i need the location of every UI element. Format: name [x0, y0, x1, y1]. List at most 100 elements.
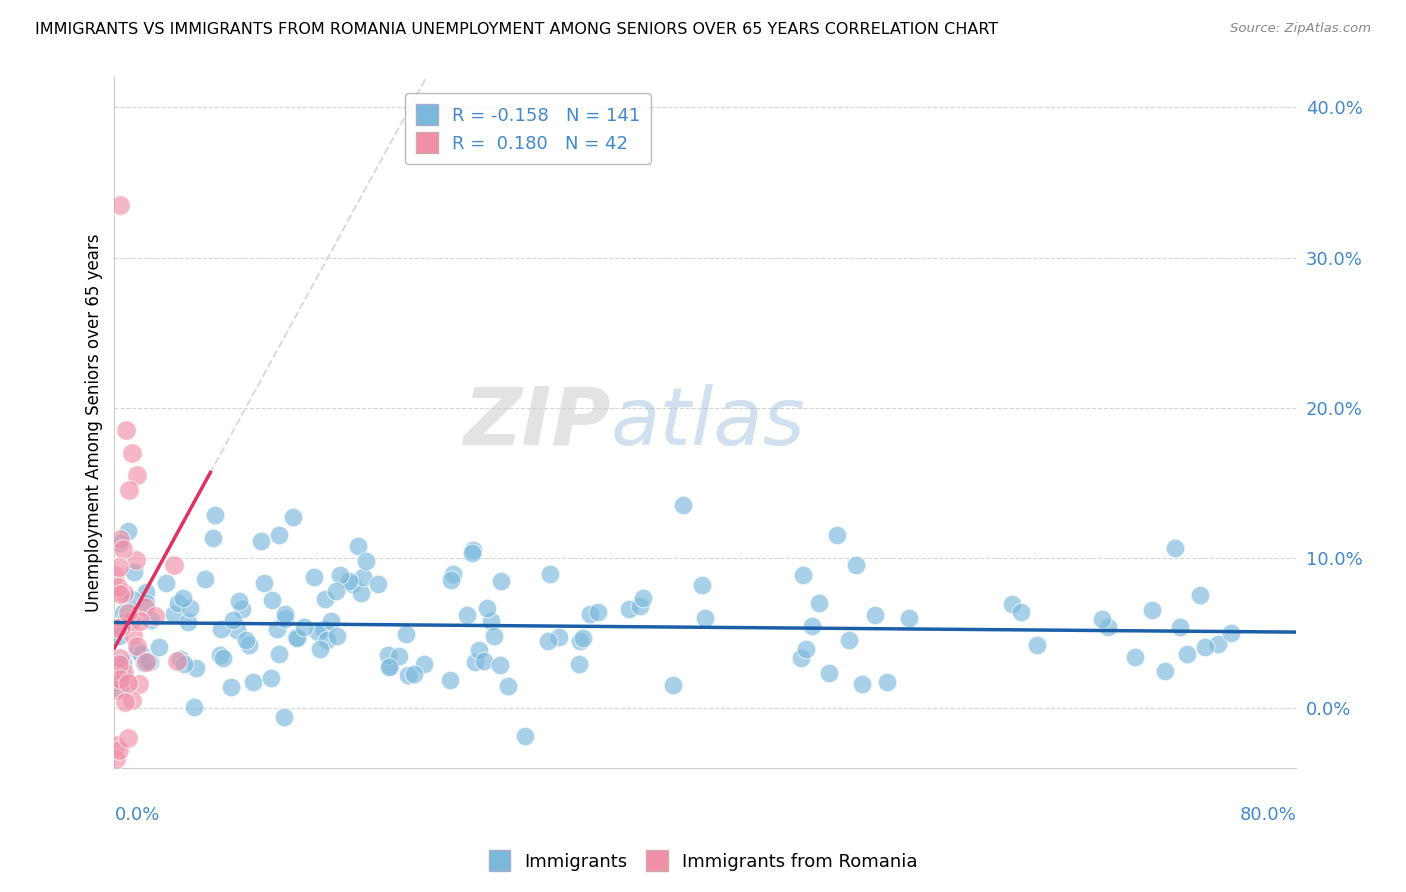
Point	[155, 576, 177, 591]
Point	[472, 654, 495, 668]
Text: IMMIGRANTS VS IMMIGRANTS FROM ROMANIA UNEMPLOYMENT AMONG SENIORS OVER 65 YEARS C: IMMIGRANTS VS IMMIGRANTS FROM ROMANIA UN…	[35, 22, 998, 37]
Point	[117, 606, 139, 620]
Point	[413, 657, 436, 671]
Point	[104, 752, 127, 766]
Point	[863, 607, 886, 622]
Point	[228, 593, 250, 607]
Point	[108, 657, 131, 671]
Point	[1001, 597, 1024, 611]
Point	[548, 630, 571, 644]
Point	[475, 601, 498, 615]
Point	[538, 566, 561, 581]
Point	[817, 666, 839, 681]
Point	[110, 532, 132, 546]
Point	[179, 601, 201, 615]
Point	[876, 674, 898, 689]
Point	[269, 647, 291, 661]
Point	[110, 791, 132, 805]
Point	[1188, 588, 1211, 602]
Point	[460, 546, 482, 560]
Point	[114, 615, 136, 629]
Text: Source: ZipAtlas.com: Source: ZipAtlas.com	[1230, 22, 1371, 36]
Point	[388, 649, 411, 664]
Point	[340, 576, 363, 591]
Point	[395, 627, 418, 641]
Point	[792, 568, 814, 582]
Point	[107, 560, 129, 574]
Point	[112, 665, 135, 680]
Point	[1163, 541, 1185, 555]
Point	[104, 683, 127, 698]
Point	[105, 621, 128, 635]
Point	[172, 591, 194, 606]
Point	[105, 674, 128, 689]
Point	[122, 565, 145, 579]
Point	[347, 539, 370, 553]
Point	[404, 667, 426, 681]
Point	[661, 678, 683, 692]
Point	[177, 615, 200, 630]
Point	[321, 614, 343, 628]
Point	[167, 596, 190, 610]
Point	[121, 693, 143, 707]
Point	[136, 654, 159, 668]
Point	[578, 607, 600, 621]
Point	[127, 640, 149, 654]
Point	[166, 654, 188, 668]
Point	[568, 634, 591, 648]
Point	[801, 619, 824, 633]
Point	[112, 779, 135, 793]
Point	[380, 658, 402, 673]
Y-axis label: Unemployment Among Seniors over 65 years: Unemployment Among Seniors over 65 years	[86, 234, 103, 612]
Point	[325, 583, 347, 598]
Point	[1153, 665, 1175, 679]
Point	[226, 623, 249, 637]
Point	[329, 568, 352, 582]
Point	[281, 509, 304, 524]
Point	[204, 508, 226, 522]
Point	[108, 672, 131, 686]
Point	[111, 670, 134, 684]
Point	[337, 574, 360, 588]
Point	[211, 650, 233, 665]
Point	[112, 586, 135, 600]
Point	[260, 593, 283, 607]
Point	[496, 679, 519, 693]
Point	[367, 576, 389, 591]
Point	[633, 591, 655, 605]
Point	[1091, 612, 1114, 626]
Point	[115, 423, 138, 437]
Point	[238, 638, 260, 652]
Point	[274, 612, 297, 626]
Point	[124, 552, 146, 566]
Point	[104, 567, 127, 582]
Point	[1175, 647, 1198, 661]
Text: atlas: atlas	[610, 384, 806, 462]
Point	[464, 656, 486, 670]
Point	[1206, 637, 1229, 651]
Point	[439, 673, 461, 687]
Point	[208, 648, 231, 663]
Point	[377, 648, 399, 663]
Point	[125, 468, 148, 483]
Point	[231, 601, 253, 615]
Point	[110, 535, 132, 549]
Point	[128, 614, 150, 628]
Point	[128, 676, 150, 690]
Point	[284, 630, 307, 644]
Point	[141, 613, 163, 627]
Point	[148, 640, 170, 655]
Point	[222, 613, 245, 627]
Point	[461, 543, 484, 558]
Point	[692, 578, 714, 592]
Point	[111, 656, 134, 670]
Point	[897, 611, 920, 625]
Point	[513, 729, 536, 743]
Point	[107, 580, 129, 594]
Point	[440, 573, 463, 587]
Point	[292, 620, 315, 634]
Point	[235, 633, 257, 648]
Text: 80.0%: 80.0%	[1240, 805, 1296, 823]
Point	[586, 605, 609, 619]
Point	[173, 657, 195, 672]
